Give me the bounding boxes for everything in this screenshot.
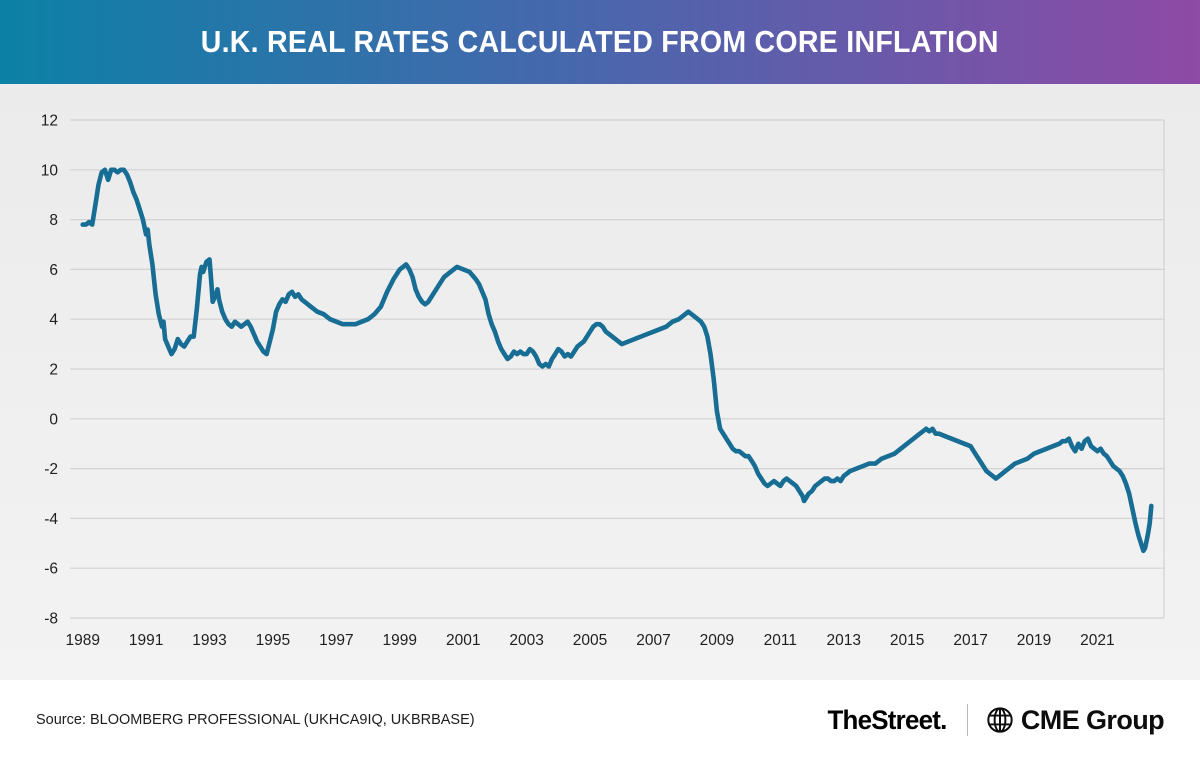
svg-text:4: 4 [49,312,58,329]
svg-text:2021: 2021 [1080,632,1114,649]
cme-group-label: CME Group [1020,704,1165,735]
svg-text:1993: 1993 [192,632,226,649]
svg-text:6: 6 [49,262,58,279]
chart-title-banner: U.K. REAL RATES CALCULATED FROM CORE INF… [0,0,1200,84]
line-chart: -8 -6 -4 -2 0 2 4 6 8 10 12 1989 1991 1993 1995 1997 199… [41,113,1165,649]
svg-text:0: 0 [49,411,58,428]
svg-text:2019: 2019 [1017,632,1051,649]
svg-text:2011: 2011 [764,632,797,649]
logo-divider [966,704,968,736]
svg-text:2007: 2007 [636,632,670,649]
svg-text:2017: 2017 [953,632,987,649]
cme-group-logo: CME Group [986,704,1165,736]
footer: Source: BLOOMBERG PROFESSIONAL (UKHCA9IQ… [0,680,1200,760]
logo-group: TheStreet. CME Group [825,704,1165,736]
svg-text:2013: 2013 [826,632,860,649]
svg-text:10: 10 [41,162,59,179]
svg-text:2005: 2005 [573,632,607,649]
globe-icon [987,707,1013,733]
svg-text:-8: -8 [44,611,58,628]
chart-area: -8 -6 -4 -2 0 2 4 6 8 10 12 1989 1991 1993 1995 1997 199… [0,84,1200,680]
svg-text:-2: -2 [44,461,58,478]
svg-text:2001: 2001 [446,632,480,649]
source-text: Source: BLOOMBERG PROFESSIONAL (UKHCA9IQ… [36,712,475,728]
svg-text:8: 8 [49,212,58,229]
svg-text:2009: 2009 [700,632,734,649]
svg-text:2003: 2003 [509,632,543,649]
chart-title: U.K. REAL RATES CALCULATED FROM CORE INF… [200,24,1000,59]
svg-text:2015: 2015 [890,632,924,649]
svg-text:-4: -4 [44,511,58,528]
svg-text:1999: 1999 [383,632,417,649]
svg-text:1997: 1997 [319,632,353,649]
svg-text:12: 12 [41,113,58,130]
svg-text:2: 2 [49,362,58,379]
svg-text:1989: 1989 [65,632,99,649]
svg-text:1991: 1991 [129,632,163,649]
svg-text:-6: -6 [44,561,58,578]
thestreet-logo: TheStreet. [827,704,947,735]
svg-text:1995: 1995 [256,632,290,649]
